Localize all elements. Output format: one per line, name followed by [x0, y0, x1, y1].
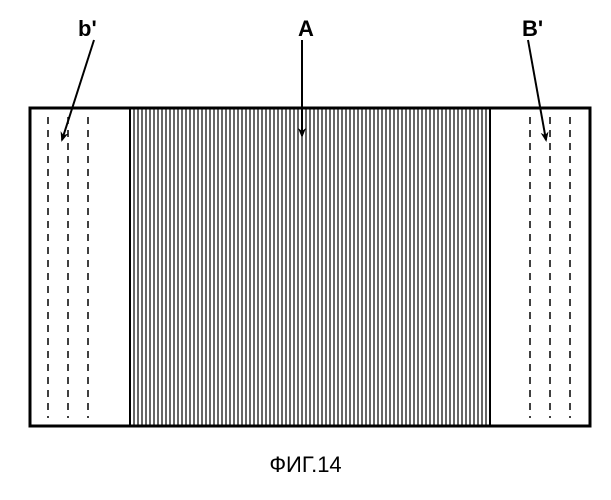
figure-caption: ФИГ.14: [0, 452, 611, 478]
diagram-svg: [0, 0, 611, 500]
